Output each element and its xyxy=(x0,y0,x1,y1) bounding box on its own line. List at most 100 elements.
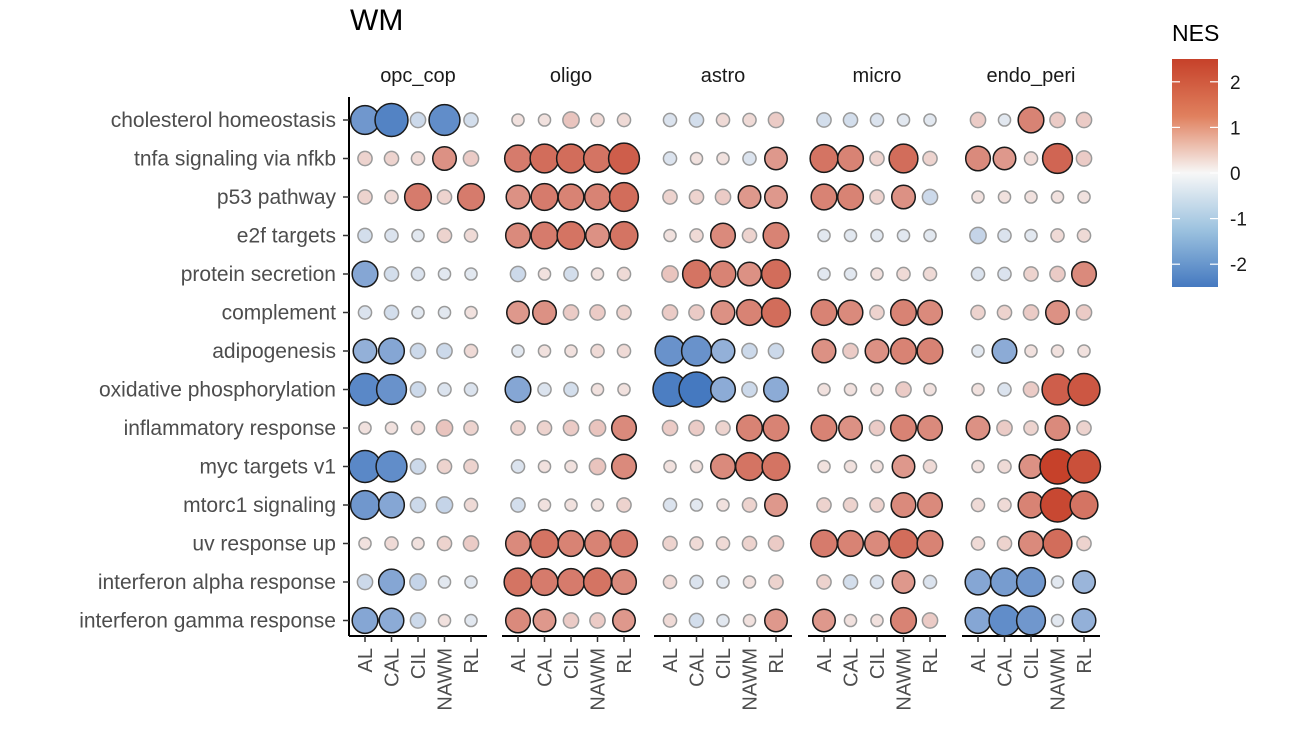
dot-opc_cop-p53-pathway-rl xyxy=(456,182,486,212)
dot-endo_peri-myc-targets-v1-al xyxy=(971,459,985,474)
dot-oligo-myc-targets-v1-cil xyxy=(564,459,578,474)
dot-oligo-cholesterol-homeostasis-cal xyxy=(537,113,552,127)
dot-astro-adipogenesis-al xyxy=(654,335,686,367)
dot-astro-cholesterol-homeostasis-cal xyxy=(688,112,705,128)
dot-astro-interferon-alpha-response-nawm xyxy=(742,575,757,589)
dot-opc_cop-protein-secretion-al xyxy=(351,260,379,288)
dot-opc_cop-oxidative-phosphorylation-rl xyxy=(463,382,479,397)
dot-astro-myc-targets-v1-rl xyxy=(761,451,791,482)
y-tick-label-protein-secretion: protein secretion xyxy=(181,263,336,286)
panel-oligo: oligo AL CAL CIL NAWM RL xyxy=(502,65,641,711)
dot-endo_peri-uv-response-up-nawm xyxy=(1042,528,1073,559)
y-tick-label-complement: complement xyxy=(222,302,337,325)
strip-label-oligo: oligo xyxy=(550,65,592,87)
dot-astro-uv-response-up-nawm xyxy=(741,535,758,552)
x-tick-label-endo_peri-cil: CIL xyxy=(1021,648,1043,679)
dot-opc_cop-oxidative-phosphorylation-cal xyxy=(375,373,408,406)
dot-endo_peri-interferon-gamma-response-cil xyxy=(1015,605,1047,636)
dot-oligo-interferon-gamma-response-rl xyxy=(611,608,637,633)
dot-astro-uv-response-up-cil xyxy=(715,536,731,551)
dot-endo_peri-interferon-alpha-response-rl xyxy=(1071,569,1097,595)
strip-label-endo_peri: endo_peri xyxy=(987,65,1076,87)
x-tick-label-opc_cop-nawm: NAWM xyxy=(435,648,457,711)
dot-endo_peri-myc-targets-v1-cal xyxy=(997,459,1012,474)
dot-opc_cop-protein-secretion-rl xyxy=(464,267,478,281)
dot-oligo-protein-secretion-al xyxy=(509,265,527,283)
dot-oligo-inflammatory-response-al xyxy=(510,420,526,436)
dot-micro-cholesterol-homeostasis-al xyxy=(816,112,832,128)
dot-endo_peri-myc-targets-v1-cil xyxy=(1018,453,1044,480)
dot-oligo-myc-targets-v1-rl xyxy=(610,453,638,480)
x-tick-label-micro-cil: CIL xyxy=(867,648,889,679)
dot-astro-cholesterol-homeostasis-nawm xyxy=(742,112,757,128)
dot-opc_cop-inflammatory-response-cal xyxy=(384,421,399,435)
dot-oligo-p53-pathway-al xyxy=(505,184,531,210)
dot-astro-adipogenesis-nawm xyxy=(741,342,758,360)
dot-opc_cop-interferon-alpha-response-cil xyxy=(409,573,427,591)
dot-astro-interferon-alpha-response-cal xyxy=(689,574,704,590)
dot-endo_peri-tnfa-signaling-via-nfkb-cal xyxy=(992,146,1017,171)
dot-micro-oxidative-phosphorylation-cal xyxy=(843,382,858,397)
dot-micro-uv-response-up-cal xyxy=(836,529,865,558)
dot-endo_peri-cholesterol-homeostasis-rl xyxy=(1075,111,1093,129)
dot-oligo-adipogenesis-cil xyxy=(564,344,578,358)
dot-endo_peri-cholesterol-homeostasis-nawm xyxy=(1049,111,1066,129)
x-tick-label-astro-al: AL xyxy=(660,648,682,672)
dot-opc_cop-e2f-targets-al xyxy=(357,227,373,244)
dot-opc_cop-myc-targets-v1-nawm xyxy=(436,458,453,475)
dot-oligo-e2f-targets-cal xyxy=(530,221,559,250)
dot-oligo-e2f-targets-al xyxy=(504,222,532,249)
dot-oligo-protein-secretion-cal xyxy=(537,267,552,281)
dot-oligo-uv-response-up-al xyxy=(504,530,532,557)
dot-micro-tnfa-signaling-via-nfkb-al xyxy=(809,143,839,174)
x-tick-label-oligo-cil: CIL xyxy=(561,648,583,679)
dot-astro-cholesterol-homeostasis-rl xyxy=(767,111,785,129)
dot-endo_peri-inflammatory-response-cal xyxy=(996,419,1013,437)
dot-micro-complement-cal xyxy=(837,299,864,326)
dot-endo_peri-interferon-gamma-response-al xyxy=(964,606,992,635)
dot-opc_cop-adipogenesis-al xyxy=(352,338,378,364)
dot-astro-complement-nawm xyxy=(735,298,764,327)
dot-micro-interferon-gamma-response-cil xyxy=(870,613,884,628)
dot-opc_cop-interferon-alpha-response-al xyxy=(356,573,374,591)
dot-oligo-interferon-gamma-response-cil xyxy=(562,612,580,629)
dot-opc_cop-uv-response-up-nawm xyxy=(436,535,453,552)
dot-opc_cop-mtorc1-signaling-rl xyxy=(463,497,479,513)
dot-endo_peri-oxidative-phosphorylation-rl xyxy=(1067,372,1101,407)
dot-endo_peri-complement-rl xyxy=(1075,304,1093,321)
dot-micro-mtorc1-signaling-rl xyxy=(916,491,944,519)
dot-endo_peri-uv-response-up-cil xyxy=(1017,530,1045,557)
dot-micro-complement-rl xyxy=(916,299,944,326)
dot-astro-oxidative-phosphorylation-cal xyxy=(678,371,715,408)
dot-opc_cop-cholesterol-homeostasis-cil xyxy=(409,111,427,129)
dot-astro-inflammatory-response-nawm xyxy=(735,414,764,442)
dot-astro-myc-targets-v1-al xyxy=(663,459,677,474)
dot-opc_cop-p53-pathway-nawm xyxy=(436,189,453,205)
dot-opc_cop-adipogenesis-cal xyxy=(377,337,406,365)
x-tick-label-opc_cop-cal: CAL xyxy=(382,648,404,687)
dot-oligo-uv-response-up-rl xyxy=(609,529,639,558)
dot-micro-adipogenesis-cal xyxy=(842,342,859,360)
dot-oligo-complement-al xyxy=(505,300,531,325)
dot-micro-protein-secretion-nawm xyxy=(896,266,911,282)
x-tick-label-opc_cop-rl: RL xyxy=(461,648,483,674)
dot-endo_peri-e2f-targets-cil xyxy=(1024,228,1038,243)
dot-micro-uv-response-up-al xyxy=(809,529,839,558)
dot-endo_peri-cholesterol-homeostasis-cal xyxy=(997,113,1012,127)
x-tick-label-endo_peri-rl: RL xyxy=(1074,648,1096,674)
dot-micro-inflammatory-response-nawm xyxy=(889,414,918,442)
dot-opc_cop-protein-secretion-nawm xyxy=(437,267,452,281)
panel-opc_cop: opc_cop AL CAL CIL NAWM RL xyxy=(348,65,487,711)
dot-endo_peri-interferon-gamma-response-rl xyxy=(1071,607,1097,634)
dot-opc_cop-protein-secretion-cil xyxy=(410,266,426,282)
dot-micro-p53-pathway-rl xyxy=(921,188,939,206)
dot-astro-mtorc1-signaling-rl xyxy=(763,492,789,518)
dot-micro-complement-nawm xyxy=(889,298,918,327)
dot-endo_peri-p53-pathway-rl xyxy=(1077,190,1091,204)
legend-ticks: 2 1 0 -1 -2 xyxy=(1172,73,1247,276)
dot-oligo-oxidative-phosphorylation-nawm xyxy=(590,382,605,397)
dot-oligo-adipogenesis-rl xyxy=(616,343,632,359)
dot-astro-e2f-targets-rl xyxy=(762,221,790,250)
dot-oligo-e2f-targets-nawm xyxy=(584,222,611,249)
dot-opc_cop-cholesterol-homeostasis-cal xyxy=(374,102,409,138)
